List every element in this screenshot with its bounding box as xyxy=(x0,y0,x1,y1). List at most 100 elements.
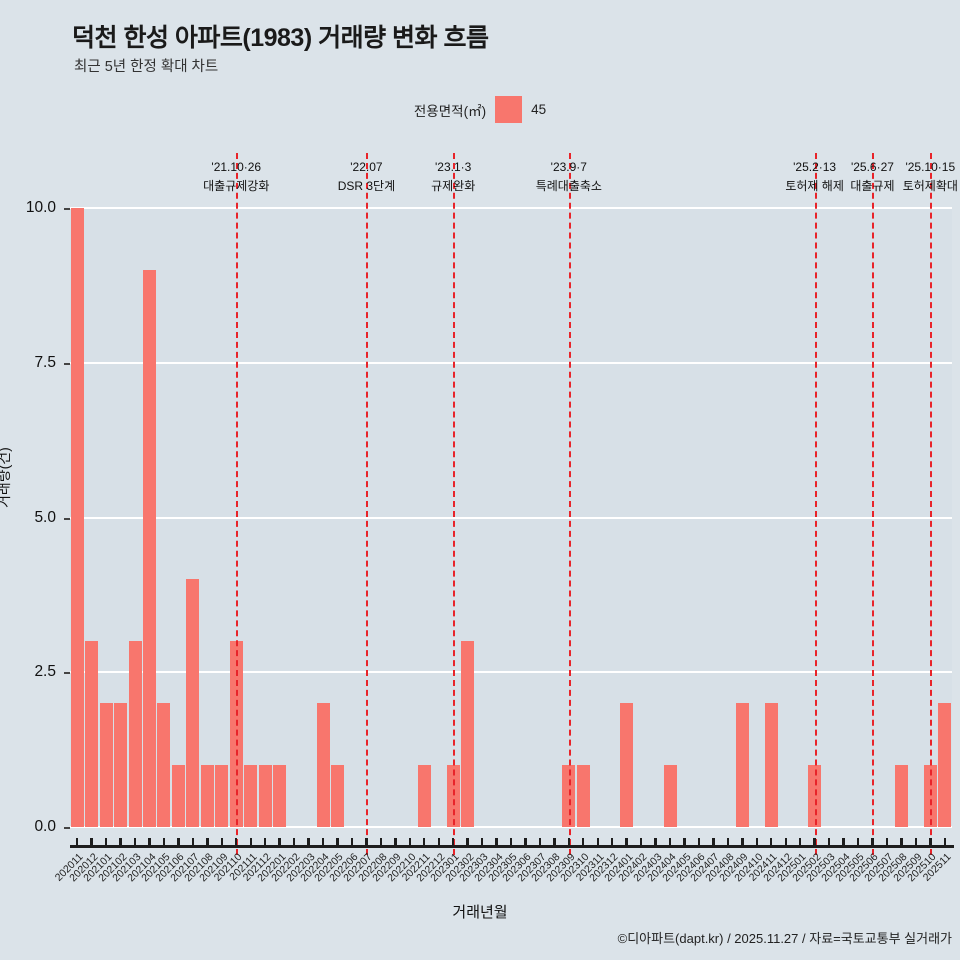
x-tick-mark xyxy=(697,838,701,848)
x-tick-mark xyxy=(191,838,195,848)
y-tick-label: 7.5 xyxy=(34,353,56,371)
annotation-label: 대출규제강화 xyxy=(203,178,270,193)
x-tick-mark xyxy=(104,838,108,848)
x-tick-mark xyxy=(654,838,657,848)
annotation: '22.07 DSR 3단계 xyxy=(338,158,395,195)
x-tick-mark xyxy=(480,838,484,848)
bar[interactable] xyxy=(273,765,287,827)
y-tick-mark xyxy=(64,362,70,365)
y-tick-mark xyxy=(64,517,70,520)
y-tick-mark xyxy=(64,827,70,829)
annotation: '25.10·15 토허제확대 xyxy=(903,158,958,195)
x-tick-mark xyxy=(553,838,556,848)
x-tick-mark xyxy=(466,838,469,848)
x-axis-title: 거래년월 xyxy=(452,904,508,921)
gridline xyxy=(70,361,952,364)
bar[interactable] xyxy=(70,208,84,827)
y-tick-label: 2.5 xyxy=(34,663,56,681)
bar[interactable] xyxy=(764,703,778,827)
bar[interactable] xyxy=(85,641,99,827)
gridline xyxy=(70,826,952,828)
annotation: '25.6·27 대출규제 xyxy=(850,158,894,195)
bar[interactable] xyxy=(200,765,214,827)
x-tick-mark xyxy=(871,838,874,848)
bar[interactable] xyxy=(258,765,272,827)
x-tick-mark xyxy=(292,838,296,848)
bar[interactable] xyxy=(735,703,749,827)
x-tick-mark xyxy=(278,838,281,848)
y-tick-label: 10.0 xyxy=(25,199,56,216)
annotation-label: DSR 3단계 xyxy=(337,178,396,193)
bar[interactable] xyxy=(171,765,185,827)
annotation-line xyxy=(568,153,571,855)
x-tick-mark xyxy=(712,838,715,848)
bar[interactable] xyxy=(316,703,330,827)
chart-subtitle: 최근 5년 한정 확대 차트 xyxy=(74,59,219,75)
bar[interactable] xyxy=(576,765,590,827)
bar[interactable] xyxy=(157,703,171,827)
x-tick-mark xyxy=(668,838,672,848)
bar[interactable] xyxy=(894,765,908,827)
page-title: 덕천 한성 아파트(1983) 거래량 변화 흐름 xyxy=(72,24,489,52)
x-tick-mark xyxy=(437,838,440,848)
x-tick-mark xyxy=(350,838,354,848)
gridline xyxy=(70,671,952,674)
chart-legend: 전용면적(㎡) 45 xyxy=(0,96,960,123)
annotation-label: 토허제 해제 xyxy=(785,178,844,193)
bar[interactable] xyxy=(417,765,431,827)
x-tick-mark xyxy=(133,838,137,848)
x-tick-mark xyxy=(336,838,339,848)
x-tick-mark xyxy=(885,838,889,848)
x-tick-mark xyxy=(206,838,209,848)
x-tick-mark xyxy=(755,838,758,848)
annotation-line xyxy=(366,153,369,855)
bar[interactable] xyxy=(99,703,113,827)
x-tick-mark xyxy=(162,838,166,848)
x-tick-mark xyxy=(451,838,455,848)
x-tick-mark xyxy=(726,838,730,848)
annotation: '23.9·7 특례대출축소 xyxy=(536,158,602,195)
bar[interactable] xyxy=(663,765,677,827)
bar[interactable] xyxy=(186,579,200,827)
x-tick-mark xyxy=(639,838,643,848)
bar[interactable] xyxy=(114,703,128,827)
bar[interactable] xyxy=(244,765,258,827)
annotation-line xyxy=(872,153,875,855)
bar[interactable] xyxy=(461,641,475,827)
bar[interactable] xyxy=(143,269,157,827)
annotation: '23.1·3 규제완화 xyxy=(431,158,475,195)
x-tick-mark xyxy=(914,838,918,848)
x-tick-mark xyxy=(423,838,426,848)
gridline xyxy=(70,516,952,519)
annotation-date: '25.10·15 xyxy=(905,160,956,174)
x-tick-mark xyxy=(798,838,802,848)
bar[interactable] xyxy=(128,641,142,827)
x-tick-mark xyxy=(538,838,542,848)
x-tick-mark xyxy=(307,838,310,848)
x-tick-mark xyxy=(263,838,267,848)
bar[interactable] xyxy=(215,765,229,827)
x-tick-mark xyxy=(408,838,411,848)
annotation-line xyxy=(930,153,933,855)
x-tick-mark xyxy=(596,838,599,848)
x-tick-mark xyxy=(625,838,628,848)
annotation-date: '22.07 xyxy=(350,160,383,174)
annotation-line xyxy=(453,153,456,855)
bar[interactable] xyxy=(620,703,634,827)
annotation-label: 특례대출축소 xyxy=(535,178,602,193)
bar[interactable] xyxy=(938,703,952,827)
x-tick-mark xyxy=(856,838,860,848)
x-tick-mark xyxy=(177,838,180,848)
x-tick-mark xyxy=(394,838,397,848)
x-tick-mark xyxy=(220,838,223,848)
x-tick-mark xyxy=(76,838,79,848)
x-tick-mark xyxy=(90,838,93,848)
x-tick-mark xyxy=(365,838,368,848)
x-tick-mark xyxy=(929,838,932,848)
x-tick-mark xyxy=(235,838,238,848)
bar[interactable] xyxy=(330,765,344,827)
y-tick-mark xyxy=(64,208,70,210)
x-tick-mark xyxy=(567,838,571,848)
legend-value: 45 xyxy=(531,102,547,117)
